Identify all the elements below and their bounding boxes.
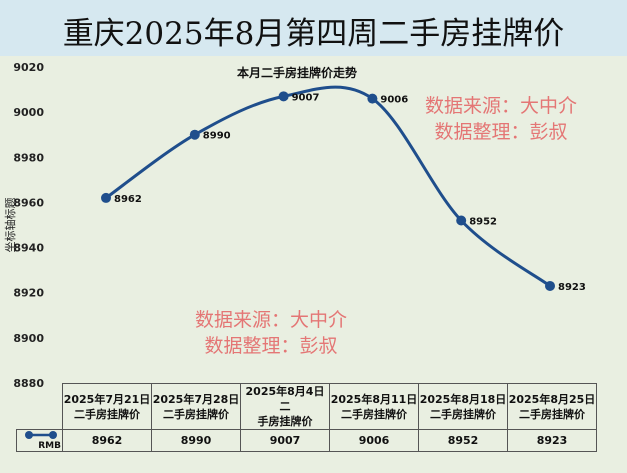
data-table: 2025年7月21日 二手房挂牌价 2025年7月28日 二手房挂牌价 2025年8月4… xyxy=(16,383,597,452)
y-axis-title: 坐标轴标题 xyxy=(3,198,17,253)
data-label: 8923 xyxy=(558,282,586,293)
category-label-line: 二手房挂牌价 xyxy=(74,407,140,421)
y-tick-label: 8960 xyxy=(13,196,44,209)
data-label: 8962 xyxy=(114,194,142,205)
data-point xyxy=(101,192,111,203)
legend-marker-icon xyxy=(25,431,57,439)
category-label-line: 2025年8月4日二 xyxy=(245,385,325,413)
watermark-line: 数据来源：大中介 xyxy=(425,95,578,117)
data-point xyxy=(278,91,289,102)
series-line xyxy=(105,85,551,288)
title-bar: 重庆2025年8月第四周二手房挂牌价 xyxy=(0,0,627,56)
y-tick-label: 8900 xyxy=(13,332,44,345)
category-label-line: 2025年7月21日 xyxy=(63,392,151,406)
category-label-line: 2025年7月28日 xyxy=(152,392,240,406)
watermark: 数据来源：大中介 数据整理：彭叔 xyxy=(425,93,577,145)
category-header: 2025年8月25日 二手房挂牌价 xyxy=(507,383,597,430)
y-tick-label: 8940 xyxy=(13,242,44,255)
table-corner xyxy=(17,384,63,430)
category-label-line: 2025年8月11日 xyxy=(330,392,418,406)
data-label: 8952 xyxy=(469,216,497,227)
data-point xyxy=(189,129,200,140)
category-label-line: 2025年8月25日 xyxy=(508,392,596,406)
data-point xyxy=(367,93,378,104)
chart-title: 本月二手房挂牌价走势 xyxy=(237,65,357,80)
table-value: 8952 xyxy=(418,429,508,452)
table-value: 8962 xyxy=(62,429,152,452)
category-header: 2025年8月11日 二手房挂牌价 xyxy=(329,383,419,430)
category-header: 2025年7月21日 二手房挂牌价 xyxy=(62,383,152,430)
category-label-line: 二手房挂牌价 xyxy=(341,407,407,421)
category-header: 2025年8月4日二手房挂牌价 xyxy=(240,383,330,430)
data-label: 9007 xyxy=(292,92,320,103)
category-label-line: 二手房挂牌价 xyxy=(163,407,229,421)
category-label-line: 二手房挂牌价 xyxy=(519,407,585,421)
category-header: 2025年7月28日 二手房挂牌价 xyxy=(151,383,241,430)
table-value: 9006 xyxy=(329,429,419,452)
watermark-line: 数据整理：彭叔 xyxy=(204,335,338,357)
data-label: 9006 xyxy=(380,95,408,106)
table-value: 8923 xyxy=(507,429,597,452)
category-label-line: 2025年8月18日 xyxy=(419,392,507,406)
y-tick-label: 8980 xyxy=(13,151,44,164)
page-title: 重庆2025年8月第四周二手房挂牌价 xyxy=(62,16,565,52)
data-point xyxy=(456,215,467,226)
table-value: 9007 xyxy=(240,429,330,452)
legend-key: RMB xyxy=(16,429,63,452)
watermark-line: 数据来源：大中介 xyxy=(195,309,348,331)
y-tick-label: 9020 xyxy=(13,61,44,74)
watermark-line: 数据整理：彭叔 xyxy=(434,121,568,143)
table-value: 8990 xyxy=(151,429,241,452)
data-label: 8990 xyxy=(203,131,231,142)
category-header: 2025年8月18日 二手房挂牌价 xyxy=(418,383,508,430)
legend-label: RMB xyxy=(38,440,61,451)
y-tick-label: 9000 xyxy=(13,106,44,119)
watermark: 数据来源：大中介 数据整理：彭叔 xyxy=(195,307,347,359)
category-label-line: 手房挂牌价 xyxy=(257,415,313,428)
data-point xyxy=(545,280,555,291)
y-tick-label: 8920 xyxy=(13,287,44,300)
category-label-line: 二手房挂牌价 xyxy=(430,407,496,421)
y-tick-label: 8880 xyxy=(13,377,44,390)
